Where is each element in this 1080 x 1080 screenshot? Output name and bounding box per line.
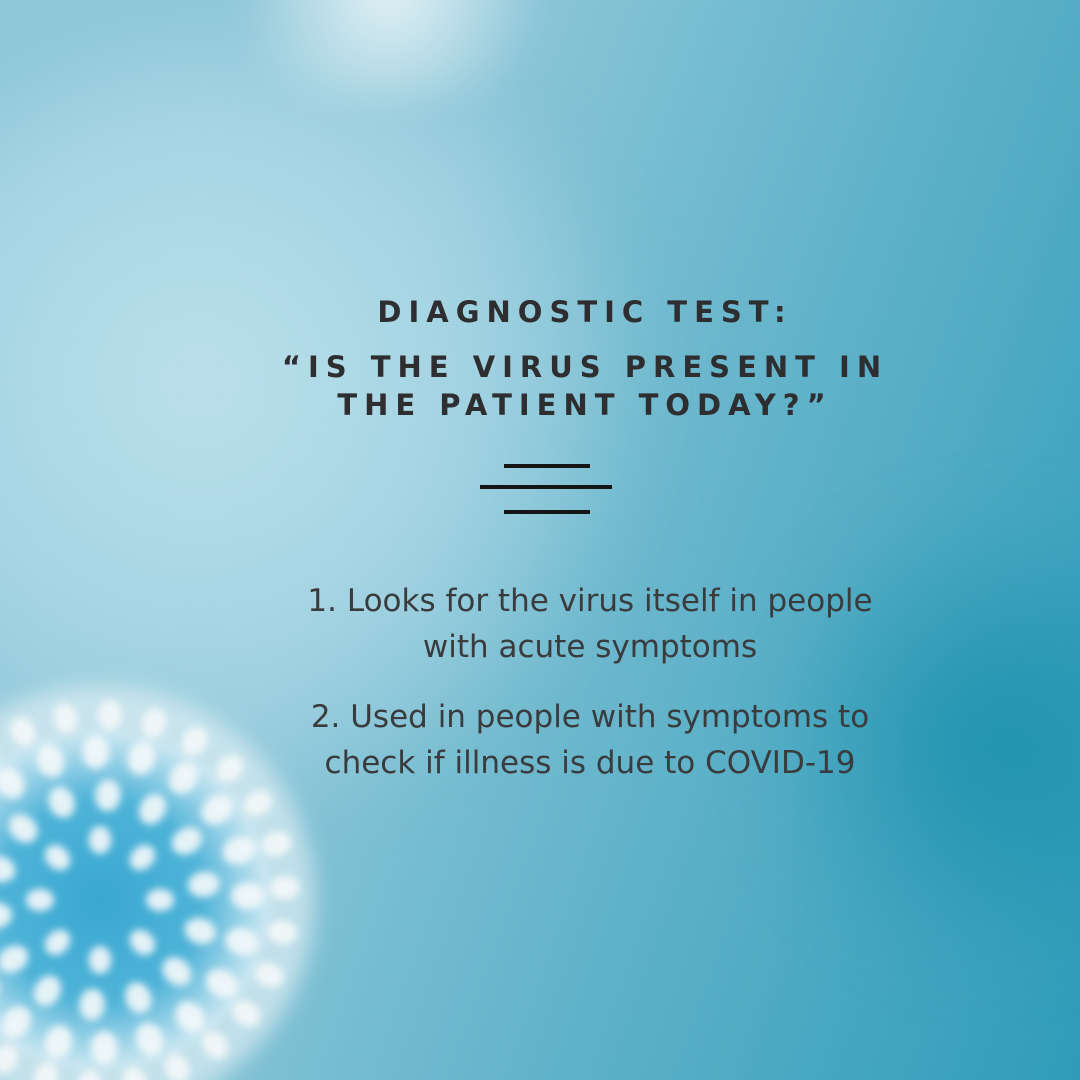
virus-spike: [162, 957, 192, 986]
virus-icon: [0, 685, 315, 1080]
virus-spike: [187, 871, 220, 898]
virus-spike: [269, 875, 300, 900]
virus-spike: [0, 855, 16, 883]
virus-spike: [141, 708, 167, 738]
virus-spike: [8, 814, 38, 843]
virus-spike: [122, 1066, 147, 1080]
virus-spike: [33, 975, 62, 1007]
virus-spike: [95, 779, 121, 812]
list-item: 1. Looks for the virus itself in people …: [100, 578, 1080, 670]
virus-spike: [254, 962, 284, 988]
virus-spike: [10, 717, 36, 747]
virus-spike: [1, 1006, 32, 1039]
virus-spike: [206, 968, 239, 999]
virus-spike: [36, 743, 65, 778]
virus-spike: [184, 917, 217, 945]
virus-spike: [79, 988, 105, 1021]
virus-spike: [171, 827, 202, 855]
virus-spike: [44, 929, 71, 956]
virus-spike: [225, 927, 259, 956]
virus-spike: [26, 888, 54, 912]
virus-spike: [53, 703, 78, 734]
virus-spike: [243, 790, 272, 817]
virus-spike: [82, 735, 110, 770]
virus-spike: [0, 945, 29, 973]
virus-spike: [175, 1001, 206, 1034]
divider-line-bottom: [504, 510, 590, 514]
list-item-line: check if illness is due to COVID-19: [324, 745, 856, 781]
list-item: 2. Used in people with symptoms to check…: [100, 694, 1080, 786]
virus-spike: [88, 826, 112, 854]
virus-spike: [77, 1069, 103, 1080]
virus-spike: [44, 844, 71, 871]
virus-spike: [181, 726, 208, 756]
virus-spike: [201, 794, 234, 825]
page-title-line-1: DIAGNOSTIC TEST:: [377, 295, 793, 329]
virus-spike: [222, 836, 257, 865]
virus-spike: [201, 1030, 229, 1059]
virus-spike: [33, 1062, 59, 1080]
virus-spike: [230, 882, 265, 910]
virus-spike: [0, 1044, 19, 1074]
virus-spike: [267, 920, 298, 945]
divider-line-top: [504, 464, 590, 468]
virus-spike: [97, 700, 123, 731]
virus-spike: [216, 754, 244, 783]
virus-spike: [88, 946, 112, 974]
virus-spike: [90, 1030, 118, 1065]
virus-spike: [127, 741, 156, 775]
virus-spike: [129, 929, 156, 956]
virus-spike: [0, 766, 25, 799]
virus-spike: [261, 831, 292, 857]
virus-spike: [232, 999, 261, 1027]
page-title-line-2: “IS THE VIRUS PRESENT IN: [281, 350, 889, 384]
background-blur-virus: [0, 40, 640, 800]
virus-spike: [48, 786, 75, 818]
list-item-line: 1. Looks for the virus itself in people: [307, 583, 873, 619]
list-item-line: with acute symptoms: [422, 629, 758, 665]
virus-spike: [0, 902, 13, 929]
virus-spike: [146, 888, 174, 912]
list-item-line: 2. Used in people with symptoms to: [310, 699, 870, 735]
divider-line-middle: [480, 485, 612, 489]
virus-spike: [135, 1022, 164, 1057]
virus-spike: [44, 1025, 73, 1059]
virus-spike: [138, 793, 167, 825]
virus-spike: [129, 844, 156, 871]
page-title-line-3: THE PATIENT TODAY?”: [337, 388, 833, 422]
virus-spike: [168, 761, 199, 794]
virus-spike: [164, 1053, 190, 1080]
virus-spike: [125, 982, 152, 1014]
